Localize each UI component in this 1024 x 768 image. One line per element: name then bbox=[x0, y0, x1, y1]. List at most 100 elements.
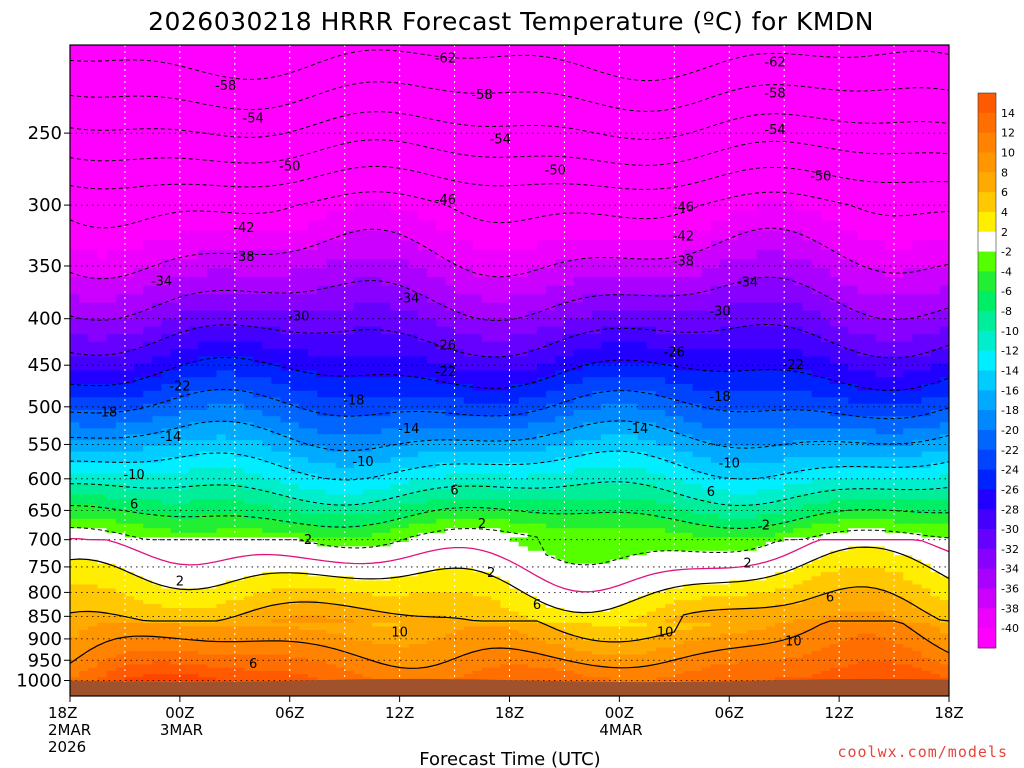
temperature-cell bbox=[399, 541, 410, 547]
temperature-cell bbox=[79, 422, 89, 429]
temperature-cell bbox=[289, 210, 300, 222]
temperature-cell bbox=[134, 356, 144, 365]
temperature-cell bbox=[298, 468, 309, 475]
temperature-cell bbox=[381, 230, 392, 241]
temperature-cell bbox=[262, 667, 273, 672]
temperature-cell bbox=[344, 397, 355, 405]
temperature-cell bbox=[399, 318, 410, 328]
temperature-cell bbox=[152, 397, 163, 405]
temperature-cell bbox=[427, 615, 437, 620]
temperature-cell bbox=[372, 397, 382, 405]
temperature-cell bbox=[472, 409, 483, 417]
temperature-cell bbox=[454, 563, 465, 569]
temperature-cell bbox=[482, 177, 492, 190]
temperature-cell bbox=[234, 550, 245, 556]
temperature-cell bbox=[308, 60, 318, 76]
temperature-cell bbox=[390, 576, 401, 581]
temperature-cell bbox=[216, 661, 227, 665]
temperature-cell bbox=[106, 647, 117, 652]
temperature-cell bbox=[344, 249, 355, 260]
temperature-cell bbox=[262, 651, 273, 655]
temperature-cell bbox=[353, 462, 364, 469]
temperature-cell bbox=[243, 664, 254, 669]
temperature-cell bbox=[106, 220, 117, 232]
temperature-cell bbox=[463, 220, 474, 232]
temperature-cell bbox=[143, 604, 154, 609]
temperature-cell bbox=[253, 457, 263, 464]
temperature-cell bbox=[363, 249, 373, 260]
temperature-cell bbox=[363, 377, 373, 385]
temperature-cell bbox=[271, 550, 282, 556]
temperature-cell bbox=[124, 409, 135, 417]
temperature-cell bbox=[445, 440, 456, 447]
temperature-cell bbox=[436, 489, 447, 495]
temperature-cell bbox=[427, 302, 437, 312]
temperature-cell bbox=[225, 670, 236, 675]
temperature-cell bbox=[390, 494, 401, 500]
temperature-cell bbox=[225, 334, 236, 343]
temperature-cell bbox=[463, 537, 474, 543]
temperature-cell bbox=[317, 580, 327, 586]
temperature-cell bbox=[271, 677, 282, 682]
temperature-cell bbox=[472, 249, 483, 260]
temperature-cell bbox=[124, 657, 135, 662]
temperature-cell bbox=[390, 166, 401, 179]
temperature-cell bbox=[289, 546, 300, 552]
temperature-cell bbox=[381, 588, 392, 594]
temperature-cell bbox=[298, 567, 309, 573]
temperature-cell bbox=[482, 75, 492, 91]
temperature-cell bbox=[70, 661, 80, 665]
temperature-cell bbox=[463, 619, 474, 624]
temperature-cell bbox=[326, 667, 337, 672]
temperature-cell bbox=[363, 572, 373, 577]
temperature-cell bbox=[106, 637, 117, 642]
temperature-cell bbox=[207, 457, 218, 464]
temperature-cell bbox=[500, 457, 511, 464]
temperature-cell bbox=[353, 370, 364, 378]
temperature-cell bbox=[454, 580, 465, 586]
temperature-cell bbox=[399, 370, 410, 378]
temperature-cell bbox=[454, 478, 465, 485]
temperature-cell bbox=[124, 249, 135, 260]
temperature-cell bbox=[427, 489, 437, 495]
temperature-cell bbox=[243, 377, 254, 385]
temperature-cell bbox=[143, 499, 154, 505]
temperature-cell bbox=[189, 384, 199, 392]
temperature-cell bbox=[335, 499, 346, 505]
temperature-cell bbox=[124, 559, 135, 565]
temperature-cell bbox=[500, 310, 511, 320]
temperature-cell bbox=[262, 670, 273, 675]
temperature-cell bbox=[225, 499, 236, 505]
temperature-cell bbox=[225, 188, 236, 201]
temperature-cell bbox=[353, 177, 364, 190]
temperature-cell bbox=[472, 166, 483, 179]
temperature-cell bbox=[427, 541, 437, 547]
temperature-cell bbox=[317, 154, 327, 168]
temperature-cell bbox=[179, 567, 190, 573]
temperature-cell bbox=[308, 478, 318, 485]
temperature-cell bbox=[463, 397, 474, 405]
temperature-cell bbox=[482, 615, 492, 620]
temperature-cell bbox=[115, 397, 126, 405]
temperature-cell bbox=[445, 259, 456, 269]
temperature-cell bbox=[70, 611, 80, 617]
temperature-cell bbox=[143, 277, 154, 287]
temperature-cell bbox=[170, 509, 181, 515]
temperature-cell bbox=[216, 428, 227, 435]
temperature-cell bbox=[234, 559, 245, 565]
temperature-cell bbox=[79, 154, 89, 168]
temperature-cell bbox=[472, 370, 483, 378]
temperature-cell bbox=[243, 604, 254, 609]
temperature-cell bbox=[472, 504, 483, 510]
temperature-cell bbox=[308, 142, 318, 156]
temperature-cell bbox=[79, 334, 89, 343]
temperature-cell bbox=[216, 559, 227, 565]
temperature-cell bbox=[124, 356, 135, 365]
temperature-cell bbox=[454, 285, 465, 295]
temperature-cell bbox=[88, 509, 99, 515]
temperature-cell bbox=[207, 103, 218, 118]
temperature-cell bbox=[308, 499, 318, 505]
temperature-cell bbox=[124, 177, 135, 190]
temperature-cell bbox=[353, 580, 364, 586]
temperature-cell bbox=[399, 651, 410, 655]
